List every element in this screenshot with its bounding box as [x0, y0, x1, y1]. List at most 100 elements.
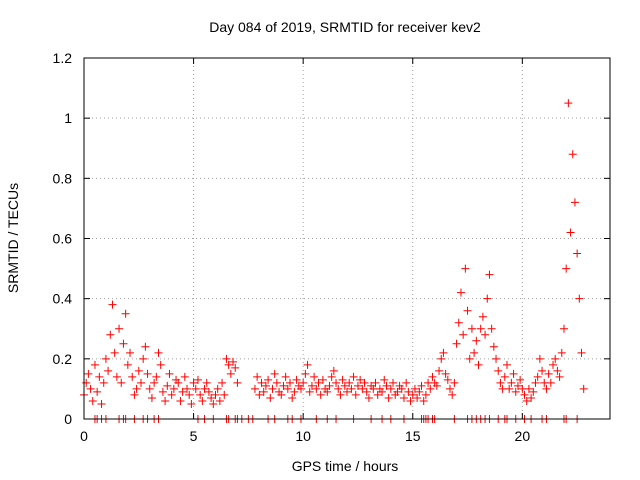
data-point: [268, 384, 277, 393]
data-point: [154, 348, 163, 357]
data-point: [213, 384, 222, 393]
data-point: [557, 348, 566, 357]
data-point: [191, 384, 200, 393]
data-point: [487, 324, 496, 333]
data-point: [404, 387, 413, 396]
data-point: [161, 396, 170, 405]
data-point: [546, 378, 555, 387]
data-point: [270, 369, 279, 378]
data-point: [360, 378, 369, 387]
data-point: [505, 384, 514, 393]
data-point: [516, 375, 525, 384]
data-point: [553, 366, 562, 375]
data-point: [555, 372, 564, 381]
data-point: [281, 372, 290, 381]
data-point: [136, 378, 145, 387]
data-point: [84, 369, 93, 378]
data-point: [180, 372, 189, 381]
data-point: [152, 372, 161, 381]
data-point: [419, 396, 428, 405]
x-tick-label: 0: [80, 428, 88, 444]
data-point: [93, 387, 102, 396]
data-point: [522, 396, 531, 405]
data-point: [86, 384, 95, 393]
data-point: [90, 360, 99, 369]
data-point: [509, 369, 518, 378]
data-point: [183, 384, 192, 393]
data-point: [316, 390, 325, 399]
data-point: [229, 357, 238, 366]
data-point: [417, 381, 426, 390]
data-point: [435, 366, 444, 375]
x-axis-label: GPS time / hours: [292, 458, 399, 474]
data-point: [97, 399, 106, 408]
data-point: [472, 336, 481, 345]
data-point: [459, 330, 468, 339]
y-tick-label: 0.2: [53, 351, 73, 367]
data-point: [415, 387, 424, 396]
data-point: [382, 381, 391, 390]
y-tick-label: 0: [64, 411, 72, 427]
data-point: [128, 372, 137, 381]
data-point: [527, 393, 536, 402]
data-point: [224, 360, 233, 369]
data-point: [467, 324, 476, 333]
data-point: [189, 378, 198, 387]
data-point: [130, 390, 139, 399]
data-point: [255, 390, 264, 399]
data-point: [432, 381, 441, 390]
data-point: [264, 375, 273, 384]
data-point: [336, 390, 345, 399]
data-point: [474, 360, 483, 369]
data-point: [233, 378, 242, 387]
data-point: [167, 390, 176, 399]
grid-lines: [84, 58, 610, 419]
data-point: [156, 360, 165, 369]
y-tick-label: 0.6: [53, 231, 73, 247]
data-point: [115, 324, 124, 333]
data-point: [559, 324, 568, 333]
data-point: [204, 387, 213, 396]
data-point: [226, 369, 235, 378]
data-point: [139, 354, 148, 363]
data-point: [119, 339, 128, 348]
data-point: [187, 399, 196, 408]
data-point: [327, 372, 336, 381]
data-point: [421, 390, 430, 399]
data-point: [340, 381, 349, 390]
data-point: [126, 348, 135, 357]
data-point: [573, 249, 582, 258]
data-points: [80, 99, 588, 423]
data-point: [481, 330, 490, 339]
data-point: [329, 366, 338, 375]
data-point: [202, 378, 211, 387]
data-point: [141, 342, 150, 351]
data-point: [446, 384, 455, 393]
data-point: [371, 378, 380, 387]
data-point: [200, 384, 209, 393]
data-point: [454, 318, 463, 327]
data-point: [253, 372, 262, 381]
data-point: [196, 390, 205, 399]
data-point: [307, 381, 316, 390]
data-point: [507, 378, 516, 387]
data-point: [222, 354, 231, 363]
data-point: [314, 378, 323, 387]
data-point: [325, 381, 334, 390]
x-tick-label: 5: [190, 428, 198, 444]
data-point: [198, 396, 207, 405]
data-point: [338, 375, 347, 384]
data-point: [579, 384, 588, 393]
data-point: [502, 360, 511, 369]
data-point: [577, 348, 586, 357]
data-point: [353, 381, 362, 390]
y-tick-label: 0.4: [53, 291, 73, 307]
data-point: [441, 369, 450, 378]
y-tick-label: 1.2: [53, 50, 73, 66]
data-point: [121, 309, 130, 318]
data-point: [145, 384, 154, 393]
data-point: [147, 393, 156, 402]
data-point: [373, 390, 382, 399]
data-point: [494, 366, 503, 375]
data-point: [283, 384, 292, 393]
